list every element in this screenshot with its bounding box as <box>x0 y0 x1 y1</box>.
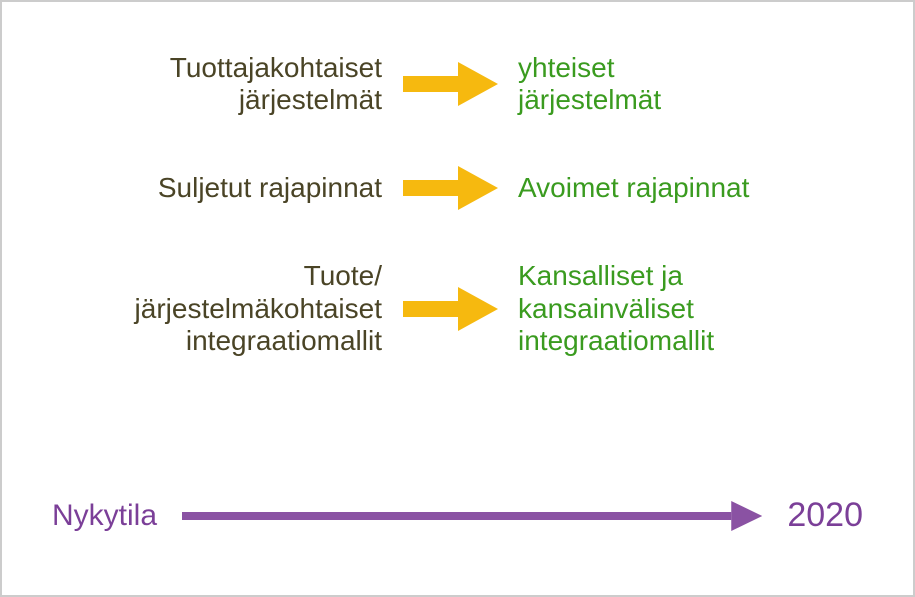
row-2-left-line-1: Suljetut rajapinnat <box>52 172 382 204</box>
row-1-right-line-2: järjestelmät <box>518 84 858 116</box>
row-3-right-line-1: Kansalliset ja <box>518 260 858 292</box>
row-2-right: Avoimet rajapinnat <box>510 172 858 204</box>
row-2-left: Suljetut rajapinnat <box>52 172 390 204</box>
transition-rows: Tuottajakohtaiset järjestelmät yhteiset … <box>52 52 863 357</box>
row-1-right: yhteiset järjestelmät <box>510 52 858 116</box>
timeline-left-label: Nykytila <box>52 499 157 533</box>
row-3-right: Kansalliset ja kansainväliset integraati… <box>510 260 858 357</box>
row-1-left: Tuottajakohtaiset järjestelmät <box>52 52 390 116</box>
row-3-left-line-3: integraatiomallit <box>52 325 382 357</box>
row-3-right-line-3: integraatiomallit <box>518 325 858 357</box>
timeline: Nykytila 2020 <box>52 496 863 535</box>
row-1-left-line-2: järjestelmät <box>52 84 382 116</box>
row-3-arrow <box>390 287 510 331</box>
arrow-right-icon <box>403 166 498 210</box>
row-3-right-line-2: kansainväliset <box>518 293 858 325</box>
arrow-right-icon <box>403 62 498 106</box>
row-3-left: Tuote/ järjestelmäkohtaiset integraatiom… <box>52 260 390 357</box>
row-3-left-line-1: Tuote/ <box>52 260 382 292</box>
row-3: Tuote/ järjestelmäkohtaiset integraatiom… <box>52 260 863 357</box>
row-1-left-line-1: Tuottajakohtaiset <box>52 52 382 84</box>
row-1-right-line-1: yhteiset <box>518 52 858 84</box>
row-2-arrow <box>390 166 510 210</box>
row-1: Tuottajakohtaiset järjestelmät yhteiset … <box>52 52 863 116</box>
diagram-frame: Tuottajakohtaiset järjestelmät yhteiset … <box>0 0 915 597</box>
row-2-right-line-1: Avoimet rajapinnat <box>518 172 858 204</box>
row-3-left-line-2: järjestelmäkohtaiset <box>52 293 382 325</box>
timeline-right-label: 2020 <box>787 496 863 535</box>
arrow-right-icon <box>403 287 498 331</box>
arrow-long-right-icon <box>182 501 762 531</box>
row-2: Suljetut rajapinnat Avoimet rajapinnat <box>52 166 863 210</box>
timeline-arrow <box>182 501 762 531</box>
row-1-arrow <box>390 62 510 106</box>
